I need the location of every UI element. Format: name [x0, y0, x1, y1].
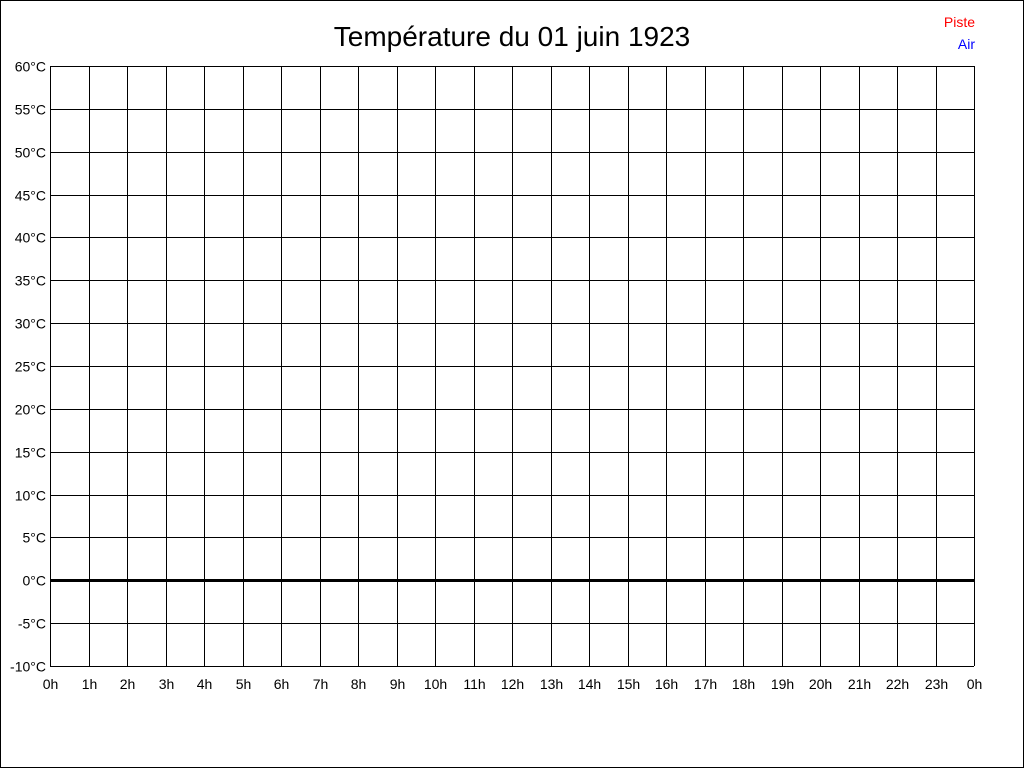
x-tick-label: 10h — [424, 676, 447, 692]
y-tick-label: 0°C — [23, 573, 47, 589]
y-tick-label: 10°C — [15, 488, 46, 504]
x-tick-label: 9h — [390, 676, 406, 692]
y-tick-label: -10°C — [10, 659, 46, 675]
grid — [50, 66, 975, 667]
x-axis-ticks: 0h 1h 2h 3h 4h 5h 6h 7h 8h 9h 10h 11h 12h 13h 14h 15h 16… — [43, 676, 983, 692]
y-tick-label: 20°C — [15, 402, 46, 418]
x-tick-label: 20h — [809, 676, 832, 692]
x-tick-label: 5h — [236, 676, 252, 692]
x-tick-label: 17h — [694, 676, 717, 692]
y-axis-ticks: 60°C 55°C 50°C 45°C 40°C 35°C 30°C 25°C 20°C 15°C… — [10, 59, 46, 675]
y-tick-label: 45°C — [15, 188, 46, 204]
x-tick-label: 7h — [313, 676, 329, 692]
x-tick-label: 21h — [848, 676, 871, 692]
y-tick-label: 15°C — [15, 445, 46, 461]
y-tick-label: 55°C — [15, 102, 46, 118]
y-tick-label: 30°C — [15, 316, 46, 332]
x-tick-label: 3h — [159, 676, 175, 692]
x-tick-label: 2h — [120, 676, 136, 692]
y-tick-label: 50°C — [15, 145, 46, 161]
x-tick-label: 1h — [82, 676, 98, 692]
x-tick-label: 19h — [771, 676, 794, 692]
x-tick-label: 22h — [886, 676, 909, 692]
x-tick-label: 18h — [732, 676, 755, 692]
x-tick-label: 8h — [351, 676, 367, 692]
y-tick-label: 5°C — [23, 530, 47, 546]
y-tick-label: 25°C — [15, 359, 46, 375]
x-tick-label: 11h — [463, 676, 485, 692]
chart-title: Température du 01 juin 1923 — [334, 21, 690, 52]
x-tick-label: 14h — [578, 676, 601, 692]
y-tick-label: 40°C — [15, 230, 46, 246]
x-tick-label: 15h — [617, 676, 640, 692]
legend-entry-piste: Piste — [944, 14, 975, 30]
legend-entry-air: Air — [958, 36, 975, 52]
x-tick-label: 12h — [501, 676, 524, 692]
x-tick-label: 13h — [540, 676, 563, 692]
x-tick-label: 0h — [43, 676, 59, 692]
x-tick-label: 23h — [925, 676, 948, 692]
x-tick-label: 16h — [655, 676, 678, 692]
y-tick-label: 60°C — [15, 59, 46, 75]
y-tick-label: -5°C — [18, 616, 46, 632]
x-tick-label: 4h — [197, 676, 213, 692]
x-tick-label: 6h — [274, 676, 290, 692]
x-tick-label: 0h — [967, 676, 983, 692]
legend: Piste Air — [944, 14, 975, 52]
y-tick-label: 35°C — [15, 273, 46, 289]
